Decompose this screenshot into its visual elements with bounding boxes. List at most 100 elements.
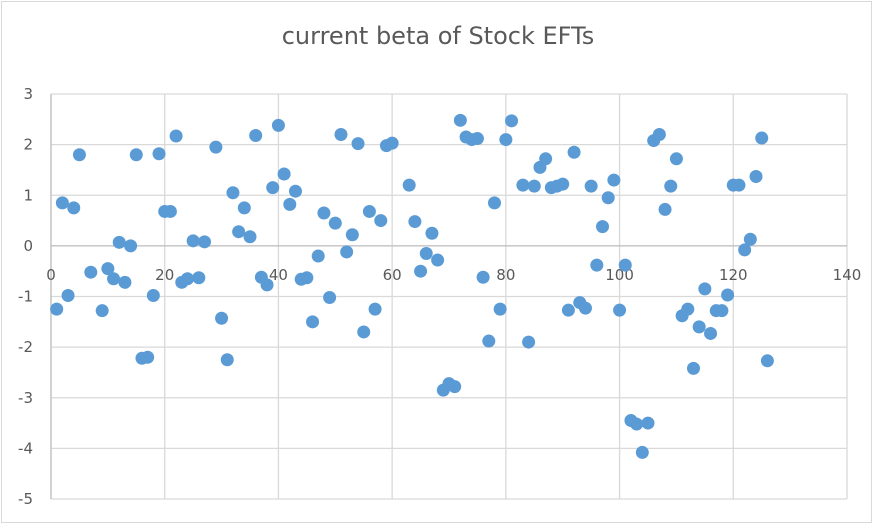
data-point: [414, 264, 428, 278]
data-point: [732, 178, 746, 192]
data-point: [362, 204, 376, 218]
x-tick-label: 140: [833, 266, 862, 284]
data-point: [374, 214, 388, 228]
data-point: [692, 320, 706, 334]
data-point: [584, 179, 598, 193]
data-point: [630, 417, 644, 431]
data-point: [743, 232, 757, 246]
data-point: [431, 253, 445, 267]
data-point: [237, 201, 251, 215]
data-point: [425, 226, 439, 240]
data-point: [419, 246, 433, 260]
data-point: [607, 173, 621, 187]
data-point: [124, 239, 138, 253]
data-point: [470, 132, 484, 146]
data-point: [698, 282, 712, 296]
data-point: [169, 129, 183, 143]
chart-title: current beta of Stock EFTs: [281, 22, 595, 50]
data-point: [721, 288, 735, 302]
data-point: [311, 249, 325, 263]
data-point: [334, 128, 348, 141]
data-point: [283, 197, 297, 211]
y-tick-label: 2: [23, 136, 33, 154]
data-point: [368, 302, 382, 316]
data-point: [146, 288, 160, 302]
data-point: [186, 234, 200, 248]
data-point: [487, 196, 501, 210]
data-point: [760, 354, 774, 368]
data-point: [95, 304, 109, 318]
data-point: [112, 235, 126, 249]
data-point: [476, 270, 490, 284]
data-point: [249, 129, 263, 143]
data-point: [226, 186, 240, 200]
data-point: [192, 271, 206, 285]
data-point: [704, 326, 718, 340]
data-point: [300, 271, 314, 285]
data-point: [749, 170, 763, 184]
x-tick-label: 0: [46, 266, 56, 284]
x-tick-label: 60: [383, 266, 402, 284]
x-tick-label: 80: [496, 266, 515, 284]
data-point: [266, 181, 280, 195]
data-point: [613, 303, 627, 317]
data-point: [84, 265, 98, 279]
data-point: [715, 304, 729, 318]
data-point: [163, 204, 177, 218]
data-point: [482, 334, 496, 348]
y-tick-label: -4: [18, 439, 33, 457]
x-tick-label: 120: [719, 266, 748, 284]
data-point: [328, 216, 342, 230]
data-point: [271, 118, 285, 132]
x-tick-label: 40: [269, 266, 288, 284]
data-point: [522, 335, 536, 349]
data-point: [323, 291, 337, 305]
data-point: [351, 137, 365, 151]
data-point: [152, 147, 166, 161]
data-point: [129, 148, 143, 162]
data-point: [618, 258, 632, 272]
data-point: [658, 202, 672, 216]
data-point: [141, 350, 155, 364]
data-point: [67, 201, 81, 215]
data-point: [664, 179, 678, 193]
data-point: [317, 206, 331, 220]
data-point: [260, 278, 274, 292]
data-point: [385, 136, 399, 150]
data-point: [72, 148, 86, 162]
y-tick-label: -5: [18, 490, 33, 508]
y-tick-label: -3: [18, 389, 33, 407]
data-point: [505, 114, 519, 128]
data-point: [686, 361, 700, 375]
y-tick-label: -1: [18, 288, 33, 306]
data-point: [209, 140, 223, 154]
data-point: [277, 167, 291, 181]
data-point: [669, 152, 683, 166]
data-point: [527, 179, 541, 193]
data-point: [215, 311, 229, 325]
data-point: [561, 303, 575, 317]
data-point: [641, 416, 655, 430]
data-point: [755, 131, 769, 145]
x-tick-label: 20: [155, 266, 174, 284]
data-point: [198, 235, 212, 249]
data-point: [55, 196, 69, 210]
data-point: [408, 215, 422, 229]
data-point: [578, 301, 592, 315]
data-point: [50, 302, 64, 316]
data-point: [118, 275, 132, 289]
data-point: [232, 225, 246, 239]
data-point: [590, 258, 604, 272]
data-point: [681, 302, 695, 316]
data-point: [738, 243, 752, 257]
data-point: [357, 325, 371, 339]
data-point: [499, 133, 513, 147]
data-point: [493, 302, 507, 316]
data-point: [306, 315, 320, 329]
data-point: [601, 191, 615, 205]
data-point: [340, 245, 354, 259]
data-point: [596, 220, 610, 234]
y-tick-label: -2: [18, 338, 33, 356]
data-point: [345, 228, 359, 242]
